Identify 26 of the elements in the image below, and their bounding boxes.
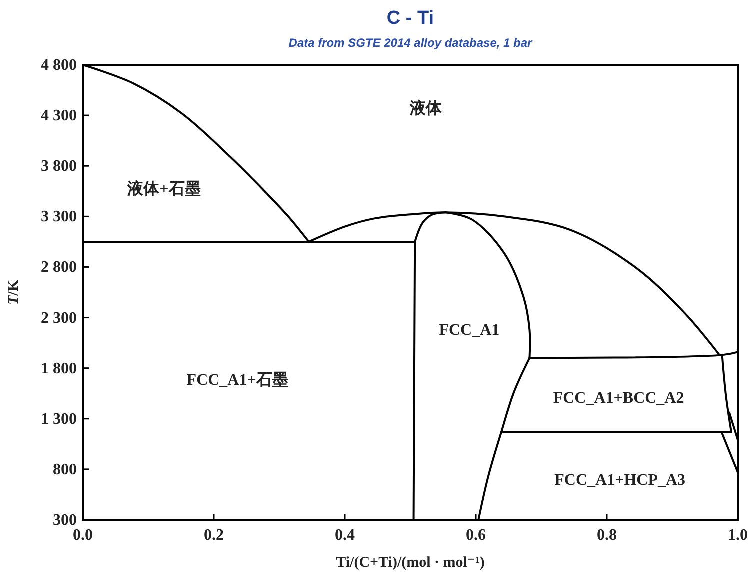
annotation: 液体+石墨	[126, 180, 201, 198]
annotation: FCC_A1+HCP_A3	[554, 472, 686, 490]
annotation: FCC_A1	[439, 322, 500, 339]
x-axis-title: Ti/(C+Ti)/(mol · mol⁻¹)	[336, 555, 485, 571]
annotation: FCC_A1+BCC_A2	[553, 390, 684, 408]
x-tick-label: 0.6	[466, 527, 486, 544]
y-tick-label: 4 300	[41, 108, 77, 125]
chart-title: C - Ti	[386, 8, 434, 29]
y-tick-label: 2 800	[41, 259, 77, 276]
x-tick-label: 0.4	[335, 527, 355, 544]
y-tick-label: 3 800	[41, 158, 77, 176]
y-tick-label: 1 300	[41, 410, 77, 428]
x-tick-label: 0.0	[73, 527, 93, 544]
y-tick-label: 800	[53, 461, 77, 478]
y-tick-label: 3 300	[41, 208, 77, 226]
annotation: 液体	[409, 99, 444, 118]
x-tick-label: 1.0	[728, 527, 748, 544]
annotation: FCC_A1+石墨	[186, 370, 288, 389]
x-tick-label: 0.8	[597, 527, 617, 544]
chart-subtitle: Data from SGTE 2014 alloy database, 1 bar	[288, 36, 534, 50]
y-axis-title: T/K	[6, 280, 22, 306]
y-tick-label: 300	[53, 512, 77, 529]
x-tick-label: 0.2	[204, 527, 224, 544]
y-tick-label: 2 300	[41, 310, 77, 327]
y-tick-label: 4 800	[41, 57, 77, 74]
y-tick-label: 1 800	[41, 360, 77, 378]
